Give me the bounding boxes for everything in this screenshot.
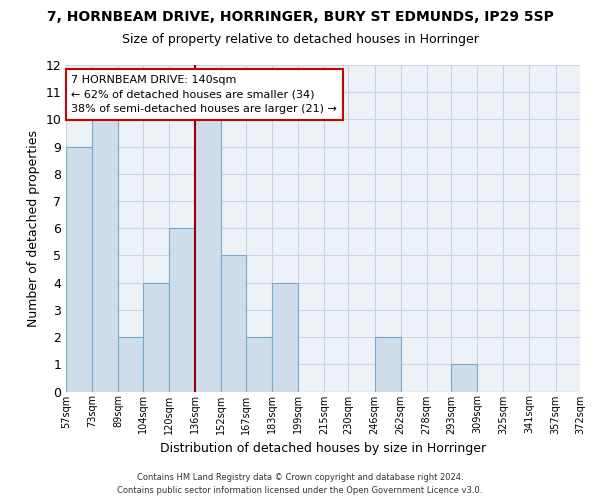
Text: Size of property relative to detached houses in Horringer: Size of property relative to detached ho… (122, 32, 478, 46)
Text: Contains HM Land Registry data © Crown copyright and database right 2024.
Contai: Contains HM Land Registry data © Crown c… (118, 474, 482, 495)
Text: 7 HORNBEAM DRIVE: 140sqm
← 62% of detached houses are smaller (34)
38% of semi-d: 7 HORNBEAM DRIVE: 140sqm ← 62% of detach… (71, 75, 337, 114)
Bar (245, 337, 272, 392)
Bar (451, 364, 477, 392)
Bar (118, 337, 143, 392)
Y-axis label: Number of detached properties: Number of detached properties (27, 130, 40, 327)
X-axis label: Distribution of detached houses by size in Horringer: Distribution of detached houses by size … (160, 442, 486, 455)
Bar (92, 120, 118, 392)
Bar (169, 228, 195, 392)
Bar (66, 146, 92, 392)
Bar (143, 282, 169, 392)
Bar (374, 337, 401, 392)
Bar (221, 256, 245, 392)
Bar (272, 282, 298, 392)
Bar (195, 120, 221, 392)
Text: 7, HORNBEAM DRIVE, HORRINGER, BURY ST EDMUNDS, IP29 5SP: 7, HORNBEAM DRIVE, HORRINGER, BURY ST ED… (47, 10, 553, 24)
